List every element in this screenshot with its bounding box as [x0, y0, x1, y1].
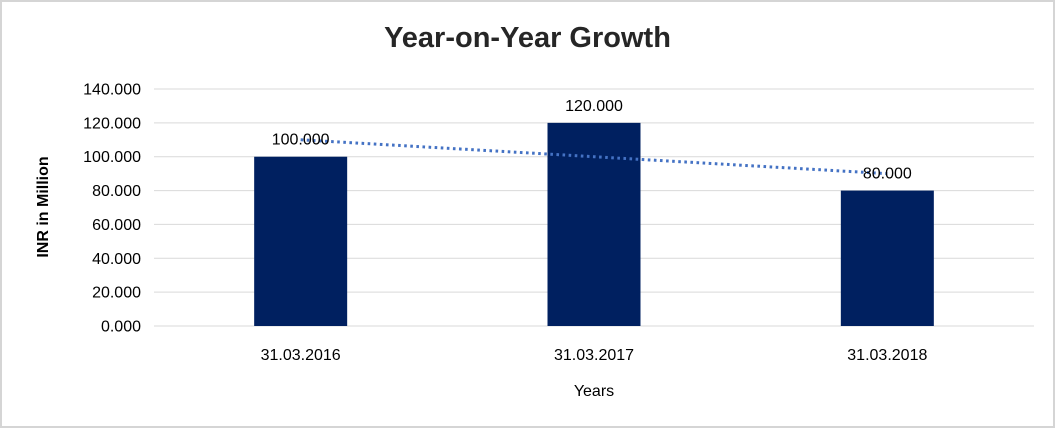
y-tick-label: 140.000: [83, 82, 141, 99]
y-tick-label: 40.000: [92, 251, 141, 268]
bar-data-label: 80.000: [863, 166, 912, 183]
y-tick-label: 60.000: [92, 217, 141, 234]
y-tick-label: 0.000: [101, 319, 141, 336]
x-tick-label: 31.03.2017: [554, 347, 634, 364]
chart-title: Year-on-Year Growth: [384, 22, 671, 54]
bar-data-label: 100.000: [272, 132, 330, 149]
bar-31.03.2017: [547, 122, 641, 326]
x-tick-label: 31.03.2018: [847, 347, 927, 364]
trendline: [300, 138, 888, 176]
x-tick-label: 31.03.2016: [261, 347, 341, 364]
bar-data-label: 120.000: [565, 98, 623, 115]
y-tick-label: 120.000: [83, 115, 141, 132]
y-axis-title: INR in Million: [35, 156, 52, 258]
y-tick-label: 100.000: [83, 149, 141, 166]
y-tick-label: 20.000: [92, 285, 141, 302]
y-tick-label: 80.000: [92, 183, 141, 200]
bar-31.03.2018: [840, 190, 934, 326]
bar-31.03.2016: [254, 156, 348, 326]
x-axis-title: Years: [573, 383, 615, 400]
